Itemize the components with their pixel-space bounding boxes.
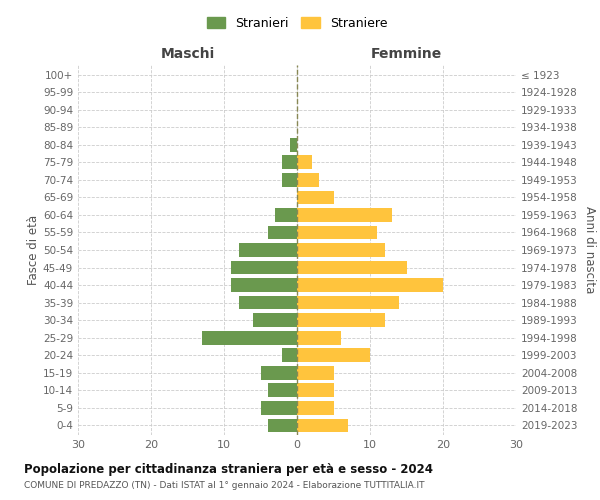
Bar xyxy=(275,208,297,222)
Bar xyxy=(297,314,385,327)
Bar xyxy=(297,331,341,344)
Bar xyxy=(290,138,297,151)
Bar xyxy=(268,384,297,397)
Bar xyxy=(297,208,392,222)
Bar xyxy=(260,366,297,380)
Text: Maschi: Maschi xyxy=(160,46,215,60)
Bar xyxy=(202,331,297,344)
Bar xyxy=(253,314,297,327)
Bar xyxy=(297,156,311,169)
Bar xyxy=(232,278,297,292)
Bar xyxy=(297,348,370,362)
Bar xyxy=(232,260,297,274)
Bar xyxy=(239,243,297,257)
Bar xyxy=(297,278,443,292)
Bar xyxy=(297,226,377,239)
Bar xyxy=(268,226,297,239)
Text: COMUNE DI PREDAZZO (TN) - Dati ISTAT al 1° gennaio 2024 - Elaborazione TUTTITALI: COMUNE DI PREDAZZO (TN) - Dati ISTAT al … xyxy=(24,481,425,490)
Bar xyxy=(283,173,297,186)
Bar xyxy=(260,401,297,414)
Y-axis label: Anni di nascita: Anni di nascita xyxy=(583,206,596,294)
Text: Popolazione per cittadinanza straniera per età e sesso - 2024: Popolazione per cittadinanza straniera p… xyxy=(24,462,433,475)
Bar xyxy=(297,173,319,186)
Bar xyxy=(297,243,385,257)
Bar xyxy=(297,418,348,432)
Bar xyxy=(297,296,399,310)
Bar xyxy=(297,190,334,204)
Bar xyxy=(239,296,297,310)
Bar xyxy=(283,348,297,362)
Y-axis label: Fasce di età: Fasce di età xyxy=(27,215,40,285)
Bar xyxy=(297,384,334,397)
Bar xyxy=(297,260,407,274)
Legend: Stranieri, Straniere: Stranieri, Straniere xyxy=(202,12,392,35)
Bar xyxy=(297,401,334,414)
Text: Femmine: Femmine xyxy=(371,46,442,60)
Bar xyxy=(297,366,334,380)
Bar xyxy=(268,418,297,432)
Bar xyxy=(283,156,297,169)
